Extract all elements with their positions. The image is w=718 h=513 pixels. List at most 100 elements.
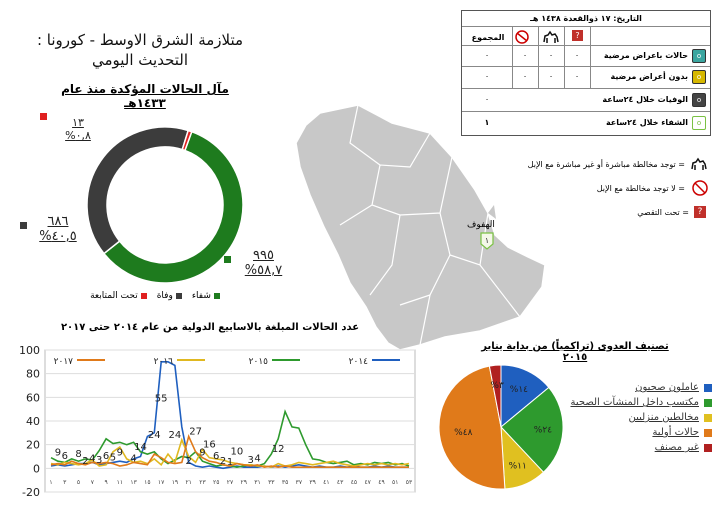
legend-text: حالات أولية <box>652 427 699 438</box>
y-tick-label: -20 <box>22 486 40 499</box>
saudi-map <box>295 104 546 351</box>
map-legend-text: = لا توجد مخالطة مع الإبل <box>596 183 685 193</box>
qatar-peninsula <box>488 205 496 219</box>
y-tick-label: 100 <box>19 344 40 357</box>
data-label: 24 <box>148 430 161 441</box>
series-line-2 <box>50 437 410 469</box>
map-city-label: الهفوف <box>467 220 495 230</box>
table-cell: ٠ <box>574 51 580 60</box>
data-label: 27 <box>189 426 202 437</box>
marker-shape <box>480 232 494 250</box>
infection-pie-chart: %١٤ %٢٤ %١١ %٤٨ %٣ <box>438 364 564 490</box>
pie-legend-item: حالات أولية <box>562 425 712 440</box>
map-legend-item: ? = تحت التقصي <box>515 200 710 224</box>
data-label: 2 <box>220 456 226 467</box>
pie-legend: عاملون صحيون مكتسب داخل المنشآت الصحية م… <box>562 380 712 455</box>
pie-chart-title: تصنيف العدوى (تراكمياً) من بداية يناير ٢… <box>481 341 669 363</box>
pie-data-label: %٣ <box>490 381 504 391</box>
x-tick-label: ٤٩ <box>378 479 384 486</box>
donut-label-recovery: ٩٩٥ %٥٨,٧ <box>236 248 291 278</box>
legend-text: تحت المتابعة <box>90 291 138 301</box>
donut-label-count: ١٣ <box>72 116 84 129</box>
y-tick-label: 80 <box>26 368 40 381</box>
legend-item-death: وفاة <box>157 291 182 301</box>
pie-legend-item: مخالطين منزليين <box>562 410 712 425</box>
x-tick-label: ٣٩ <box>309 479 315 486</box>
x-tick-label: ٩ <box>104 479 107 486</box>
legend-swatch <box>704 398 712 407</box>
legend-text: ٢٠١٤ <box>349 357 369 367</box>
table-cell: ٠ <box>522 51 528 60</box>
x-tick-label: ٢١ <box>185 479 191 486</box>
legend-text: ٢٠١٦ <box>154 357 174 367</box>
table-cell: ٠ <box>548 51 554 60</box>
legend-marker-death <box>20 222 27 229</box>
line-chart-title: عدد الحالات المبلغة بالاسابيع الدولية من… <box>60 322 360 333</box>
x-tick-label: ٤٣ <box>337 479 344 486</box>
table-row-label: الوفيات خلال ٢٤ساعة <box>602 95 688 104</box>
map-case-marker: ١ <box>480 232 494 250</box>
legend-text: عاملون صحيون <box>635 382 699 393</box>
y-tick-label: 60 <box>26 391 40 404</box>
x-tick-label: ٢٧ <box>227 479 234 486</box>
legend-text: مكتسب داخل المنشآت الصحية <box>570 397 700 408</box>
legend-text: وفاة <box>156 291 173 301</box>
donut-label-death: ٦٨٦ %٤٠,٥ <box>33 214 83 244</box>
legend-item-follow-up: تحت المتابعة <box>90 291 147 301</box>
legend-text: ٢٠١٥ <box>249 357 269 367</box>
pie-data-label: %٢٤ <box>534 426 552 436</box>
legend-swatch <box>704 383 712 392</box>
x-tick-label: ٣١ <box>254 479 260 486</box>
symptomatic-badge-icon: o <box>692 49 706 63</box>
question-icon: ? <box>572 30 583 41</box>
table-date: التاريخ: ١٧ ذوالقعدة ١٤٣٨ هـ <box>530 14 642 23</box>
data-label: 1 <box>227 457 233 468</box>
map-legend-item: = توجد مخالطة مباشرة أو غير مباشرة مع ال… <box>515 152 710 176</box>
series-line-3 <box>50 434 409 469</box>
page-title-line2: التحديث اليومي <box>91 51 189 69</box>
page-title: متلازمة الشرق الاوسط - كورونا : التحديث … <box>30 30 250 70</box>
pie-data-label: %٤٨ <box>454 428 472 438</box>
pie-slice-0 <box>500 364 550 429</box>
x-tick-label: ٣ <box>63 479 67 486</box>
donut-slice-2 <box>181 129 193 152</box>
table-cell: ٠ <box>522 72 528 81</box>
legend-text: غير مصنف <box>654 442 699 453</box>
legend-marker-follow-up <box>40 113 47 120</box>
map-legend-item: = لا توجد مخالطة مع الإبل <box>515 176 710 200</box>
pie-slice-4 <box>488 364 502 428</box>
data-label: 8 <box>75 449 81 460</box>
table-row-label: الشفاء خلال ٢٤ساعة <box>605 118 688 127</box>
table-cell: ٠ <box>484 72 490 81</box>
no-camel-icon <box>515 30 529 44</box>
donut-label-count: ٦٨٦ <box>47 214 69 229</box>
x-tick-label: ١ <box>49 479 52 486</box>
table-row-label: حالات باعراض مرضية <box>603 51 688 60</box>
map-region-lines <box>339 104 521 346</box>
legend-text: شفاء <box>191 291 211 301</box>
data-label: 16 <box>203 439 216 450</box>
legend-text: مخالطين منزليين <box>628 412 699 423</box>
daily-update-table: التاريخ: ١٧ ذوالقعدة ١٤٣٨ هـ المجموع ? ٠… <box>461 10 711 136</box>
x-tick-label: ٥ <box>77 479 80 486</box>
x-tick-label: ٢٥ <box>213 479 219 486</box>
x-tick-label: ٥٣ <box>406 479 413 486</box>
donut-label-pct: %٠,٨ <box>65 129 91 142</box>
donut-label-pct: %٥٨,٧ <box>244 263 283 278</box>
x-tick-label: ١٩ <box>172 479 178 486</box>
map-legend: = توجد مخالطة مباشرة أو غير مباشرة مع ال… <box>515 152 710 224</box>
data-label: 4 <box>89 454 95 465</box>
data-label: 14 <box>134 442 147 453</box>
donut-chart-title: مآل الحالات المؤكدة منذ عام ١٤٣٣هـ <box>61 82 229 110</box>
data-label: 4 <box>254 454 260 465</box>
data-label: 9 <box>55 448 61 459</box>
legend-swatch <box>704 428 712 437</box>
table-row-label: بدون أعراض مرضية <box>610 72 688 81</box>
data-label: 2 <box>186 456 192 467</box>
x-tick-label: ١٥ <box>144 479 150 486</box>
map-legend-text: = تحت التقصي <box>637 207 689 217</box>
table-cell: ٠ <box>484 95 490 104</box>
legend-swatch <box>704 443 712 452</box>
death-badge-icon: o <box>692 93 706 107</box>
